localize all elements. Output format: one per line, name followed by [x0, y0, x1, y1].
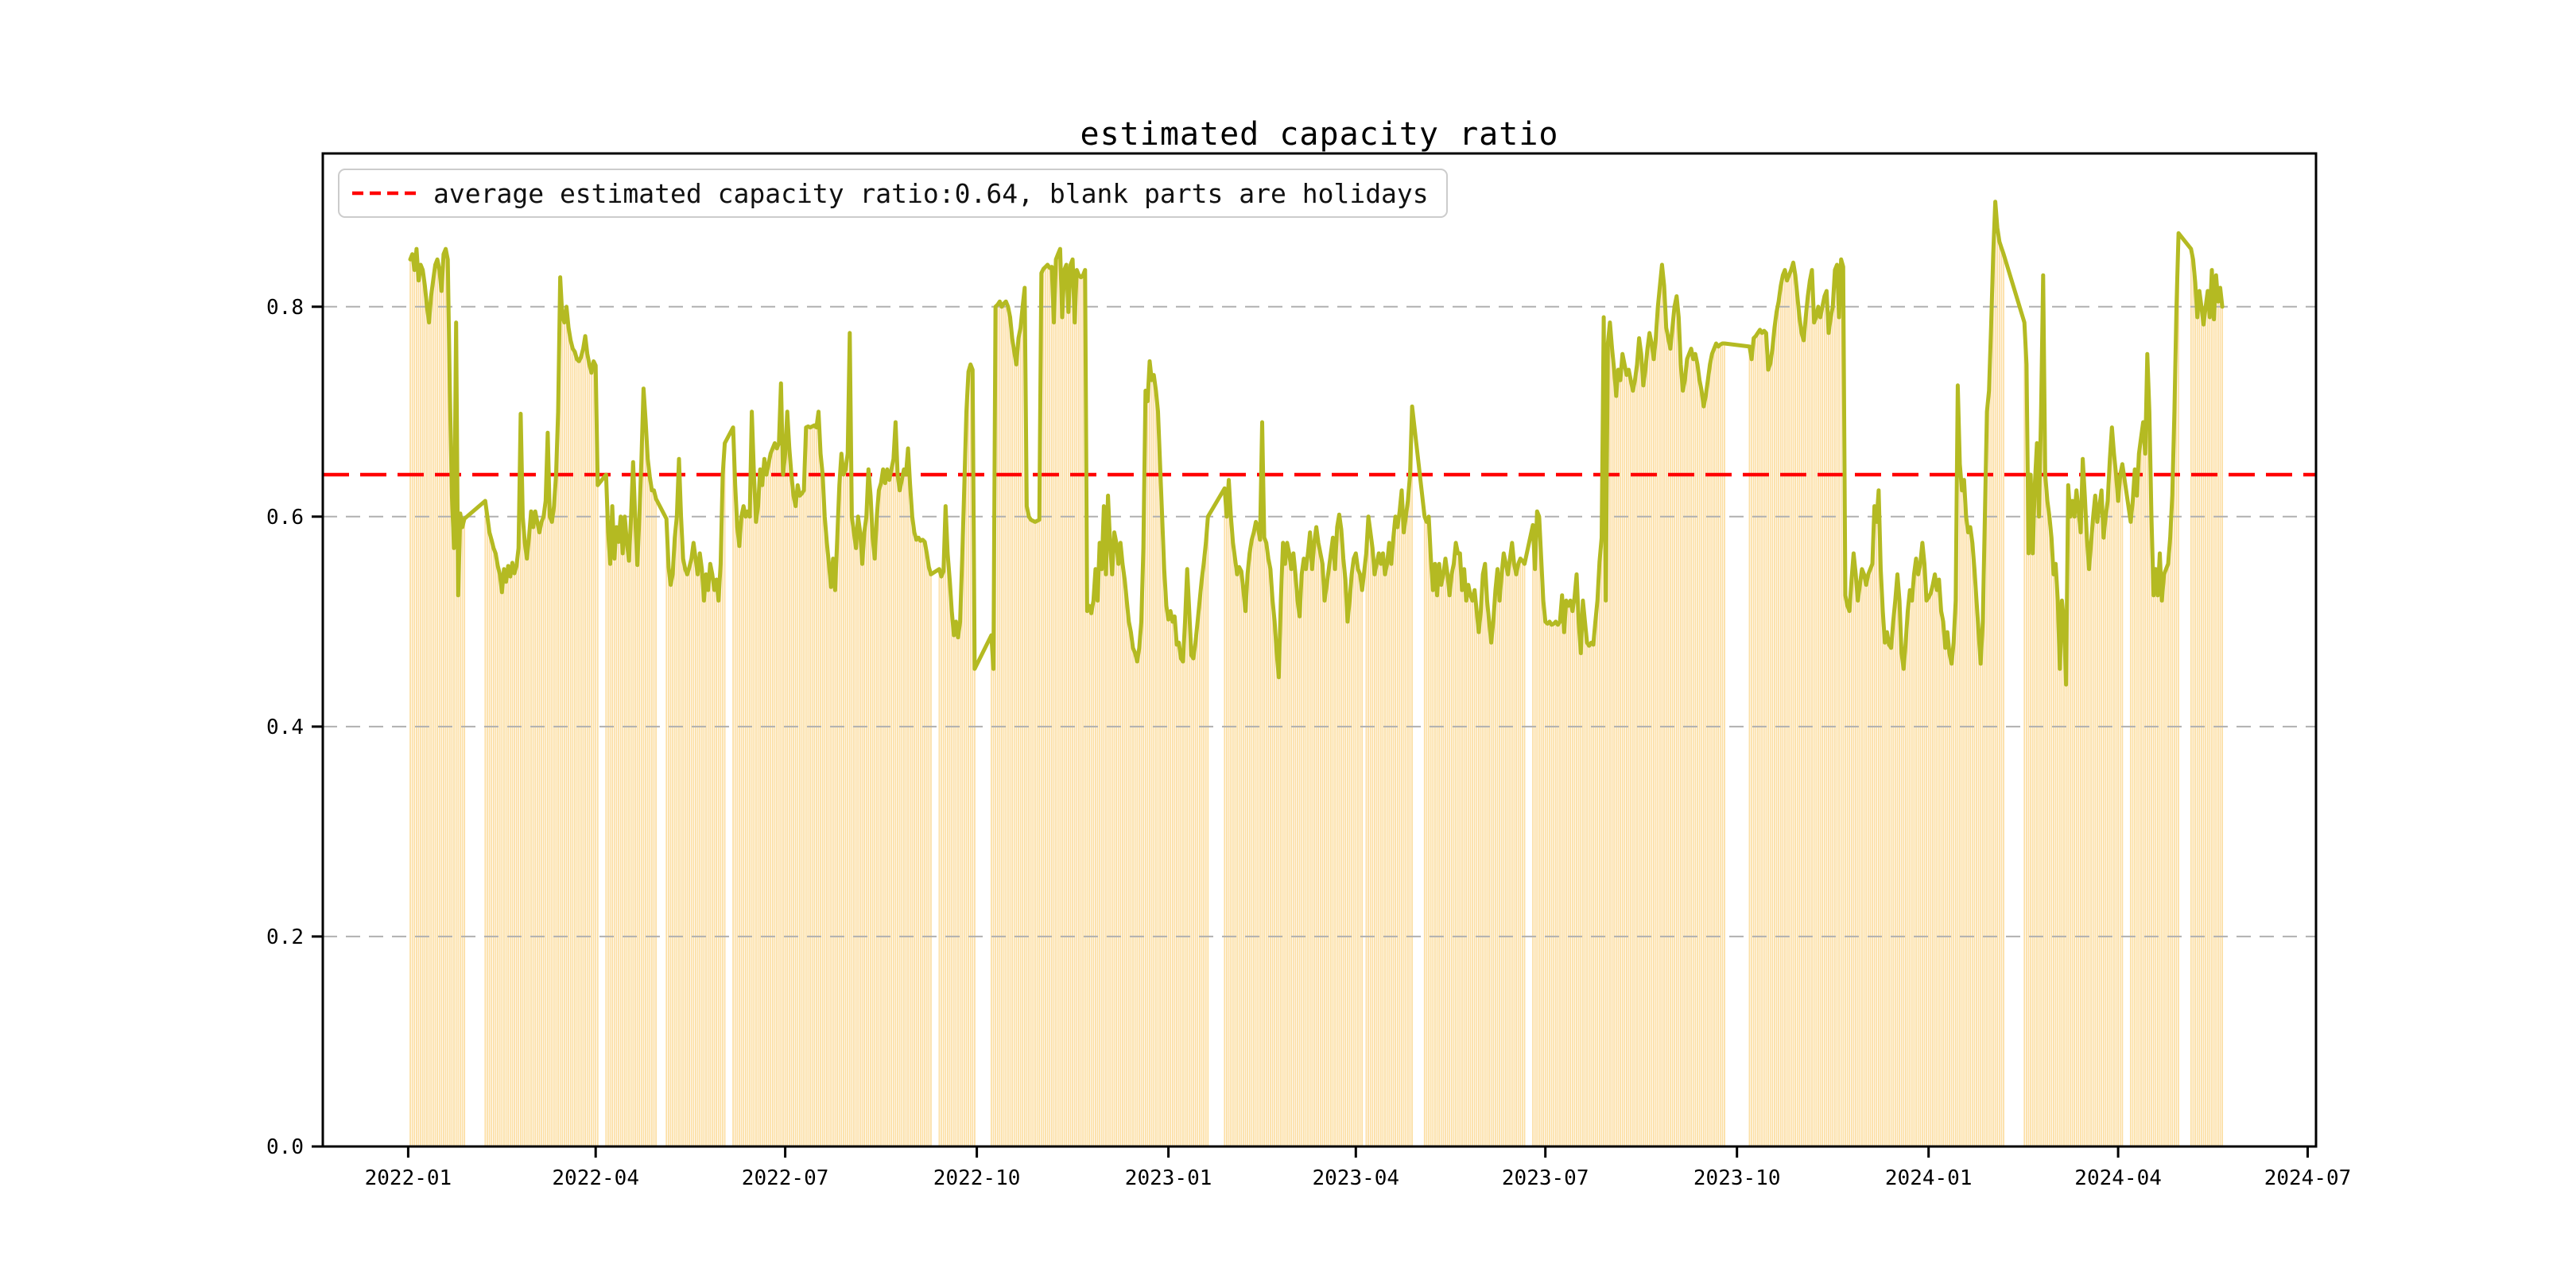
x-tick-label: 2024-04 [2074, 1166, 2162, 1190]
tick-marks [312, 305, 2309, 1158]
y-tick-label: 0.4 [266, 716, 304, 739]
capacity-ratio-line [408, 200, 2225, 687]
x-tick-label: 2024-07 [2264, 1166, 2352, 1190]
tick-labels: 2022-01 2022-04 2022-07 2022-10 2023-01 2023-… [266, 296, 2351, 1190]
holiday-workday-bars [409, 201, 2224, 1147]
legend-label: average estimated capacity ratio:0.64, b… [433, 177, 1429, 209]
y-tick-label: 0.2 [266, 925, 304, 949]
chart-title: estimated capacity ratio [1080, 116, 1559, 153]
gridlines [323, 305, 2316, 937]
x-tick-label: 2023-01 [1125, 1166, 1212, 1190]
y-tick-label: 0.6 [266, 506, 304, 530]
legend: average estimated capacity ratio:0.64, b… [338, 169, 1448, 218]
x-tick-label: 2022-01 [365, 1166, 452, 1190]
x-tick-label: 2023-04 [1313, 1166, 1400, 1190]
x-tick-label: 2024-01 [1885, 1166, 1973, 1190]
x-tick-label: 2022-04 [552, 1166, 639, 1190]
x-tick-label: 2022-10 [933, 1166, 1021, 1190]
plot-border [321, 152, 2318, 1148]
y-tick-label: 0.8 [266, 296, 304, 320]
x-tick-label: 2022-07 [742, 1166, 829, 1190]
x-tick-label: 2023-07 [1502, 1166, 1589, 1190]
average-line-legend-swatch [352, 191, 416, 196]
x-tick-label: 2023-10 [1693, 1166, 1781, 1190]
y-tick-label: 0.0 [266, 1135, 304, 1159]
